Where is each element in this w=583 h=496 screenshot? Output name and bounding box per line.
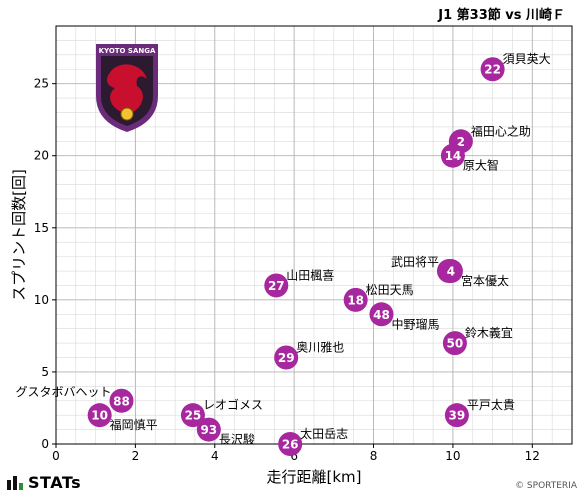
crest-phoenix [107, 64, 147, 114]
point-number: 4 [447, 265, 455, 279]
axes: 0 2 4 6 8 10 12 0 5 10 15 20 25 [34, 77, 540, 463]
player-point: 27 [264, 273, 289, 298]
point-number: 10 [91, 409, 108, 423]
point-marker [442, 331, 467, 356]
player-point: 25 [180, 403, 205, 428]
point-marker [87, 403, 112, 428]
player-name-label: 宮本優太 [461, 273, 509, 288]
point-number: 14 [445, 149, 462, 163]
player-point: 48 [369, 302, 394, 327]
point-marker [444, 403, 469, 428]
player-point: 29 [274, 345, 299, 370]
point-marker [196, 417, 221, 442]
point-marker [438, 259, 463, 284]
player-name-label: 福田心之助 [471, 123, 531, 138]
grid [55, 25, 573, 445]
crest-text: KYOTO SANGA [99, 47, 156, 55]
y-tick-label: 15 [34, 221, 49, 235]
player-point: 93 [196, 417, 221, 442]
plot-frame [55, 25, 573, 445]
point-marker [278, 432, 303, 456]
y-tick-label: 5 [41, 365, 49, 379]
point-number: 2 [457, 135, 465, 149]
kyoto-sanga-crest-icon: KYOTO SANGA [96, 44, 158, 132]
point-marker [440, 143, 465, 168]
y-tick-label: 20 [34, 149, 49, 163]
point-marker [369, 302, 394, 327]
x-tick-label: 6 [290, 449, 298, 463]
point-number: 29 [278, 351, 295, 365]
player-name-label: レオゴメス [203, 397, 263, 412]
player-name-label: 平戸太貴 [467, 397, 515, 412]
player-name-label: 原大智 [463, 158, 499, 173]
copyright-text: © SPORTERIA [515, 481, 577, 491]
player-name-label: 武田将平 [391, 255, 439, 269]
player-point: 14 [440, 143, 465, 168]
player-name-label: 松田天馬 [366, 283, 414, 297]
player-name-label: グスタボバヘット [15, 385, 111, 399]
point-number: 88 [113, 394, 130, 408]
player-name-label: 太田岳志 [300, 426, 348, 441]
y-tick-label: 25 [34, 77, 49, 91]
brand-text: STATs [28, 472, 82, 492]
player-name-label: 鈴木義宜 [465, 325, 513, 340]
player-name-label: 奥川雅也 [296, 340, 344, 355]
x-tick-label: 8 [370, 449, 378, 463]
point-marker [109, 388, 134, 413]
bar-chart-icon [7, 476, 23, 490]
player-name-label: 須貝英大 [503, 52, 551, 66]
x-tick-label: 10 [445, 449, 460, 463]
x-tick-label: 4 [211, 449, 219, 463]
player-name-label: 福岡慎平 [110, 417, 158, 432]
point-marker [180, 403, 205, 428]
point-marker [264, 273, 289, 298]
player-name-label: 中野瑠馬 [391, 316, 439, 331]
point-number: 22 [484, 63, 501, 77]
player-point: 39 [444, 403, 469, 428]
point-number: 26 [282, 438, 299, 452]
y-axis-label: スプリント回数[回] [10, 169, 28, 301]
player-point: 18 [343, 287, 368, 312]
player-point: 88 [109, 388, 134, 413]
player-name-label: 長沢駿 [219, 433, 255, 447]
y-tick-label: 0 [41, 437, 49, 451]
stats-brand: STATs [6, 472, 81, 492]
point-marker [343, 287, 368, 312]
x-axis-label: 走行距離[km] [266, 468, 361, 486]
crest-orb [120, 107, 134, 121]
point-number: 25 [185, 409, 202, 423]
point-number: 18 [347, 293, 364, 307]
player-point: 50 [442, 331, 467, 356]
x-tick-label: 12 [525, 449, 540, 463]
x-tick-label: 0 [52, 449, 60, 463]
point-number: 39 [449, 409, 466, 423]
point-marker [480, 57, 505, 82]
x-tick-label: 2 [132, 449, 140, 463]
player-name-label: 山田楓喜 [286, 267, 334, 282]
player-point: 10 [87, 403, 112, 428]
point-marker [274, 345, 299, 370]
data-points: 222141942718485029881025399326須貝英大福田心之助原… [15, 52, 551, 456]
point-number: 27 [268, 279, 285, 293]
point-number: 50 [447, 337, 464, 351]
chart-header-title: J1 第33節 vs 川崎Ｆ [438, 8, 565, 23]
player-point: 26 [278, 432, 303, 456]
player-point: 22 [480, 57, 505, 82]
point-number: 48 [373, 308, 390, 322]
player-point: 4 [438, 259, 463, 284]
y-tick-label: 10 [34, 293, 49, 307]
point-number: 93 [200, 423, 217, 437]
